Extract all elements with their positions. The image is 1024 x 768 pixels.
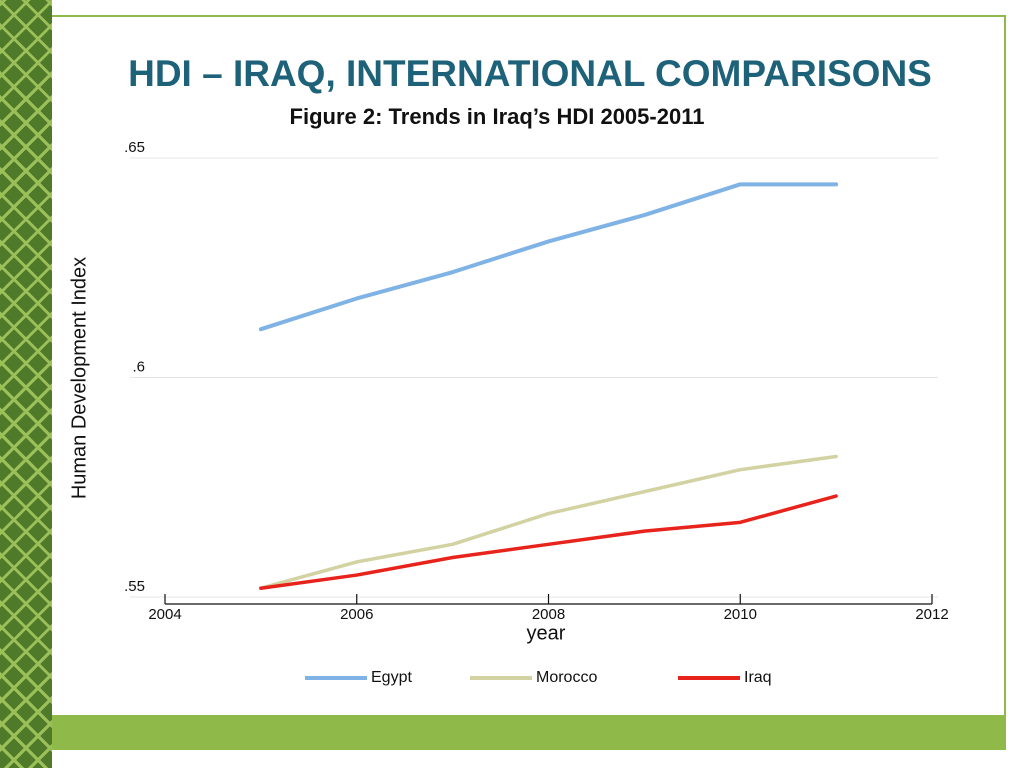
x-tick-label: 2008 [532, 606, 565, 623]
legend-label: Iraq [744, 669, 772, 686]
slide-title: HDI – IRAQ, INTERNATIONAL COMPARISONS [128, 53, 932, 94]
decor-line [52, 15, 1005, 17]
chart-title: Figure 2: Trends in Iraq’s HDI 2005-2011 [290, 104, 705, 129]
y-tick-label: .6 [132, 358, 145, 375]
series-line [259, 454, 838, 590]
x-tick-label: 2006 [340, 606, 373, 623]
legend-label: Egypt [371, 669, 412, 686]
y-axis-label: Human Development Index [68, 257, 90, 499]
y-tick-label: .55 [124, 578, 145, 595]
series-line [258, 182, 839, 332]
legend-label: Morocco [536, 669, 597, 686]
decor-line [1004, 15, 1006, 750]
series-line [259, 494, 838, 590]
y-tick-label: .65 [124, 139, 145, 156]
decor-strip [0, 0, 52, 768]
x-tick-label: 2012 [915, 606, 948, 623]
x-tick-label: 2010 [724, 606, 757, 623]
decor-bar [52, 715, 1006, 750]
x-axis-label: year [527, 622, 566, 644]
x-tick-label: 2004 [148, 606, 181, 623]
